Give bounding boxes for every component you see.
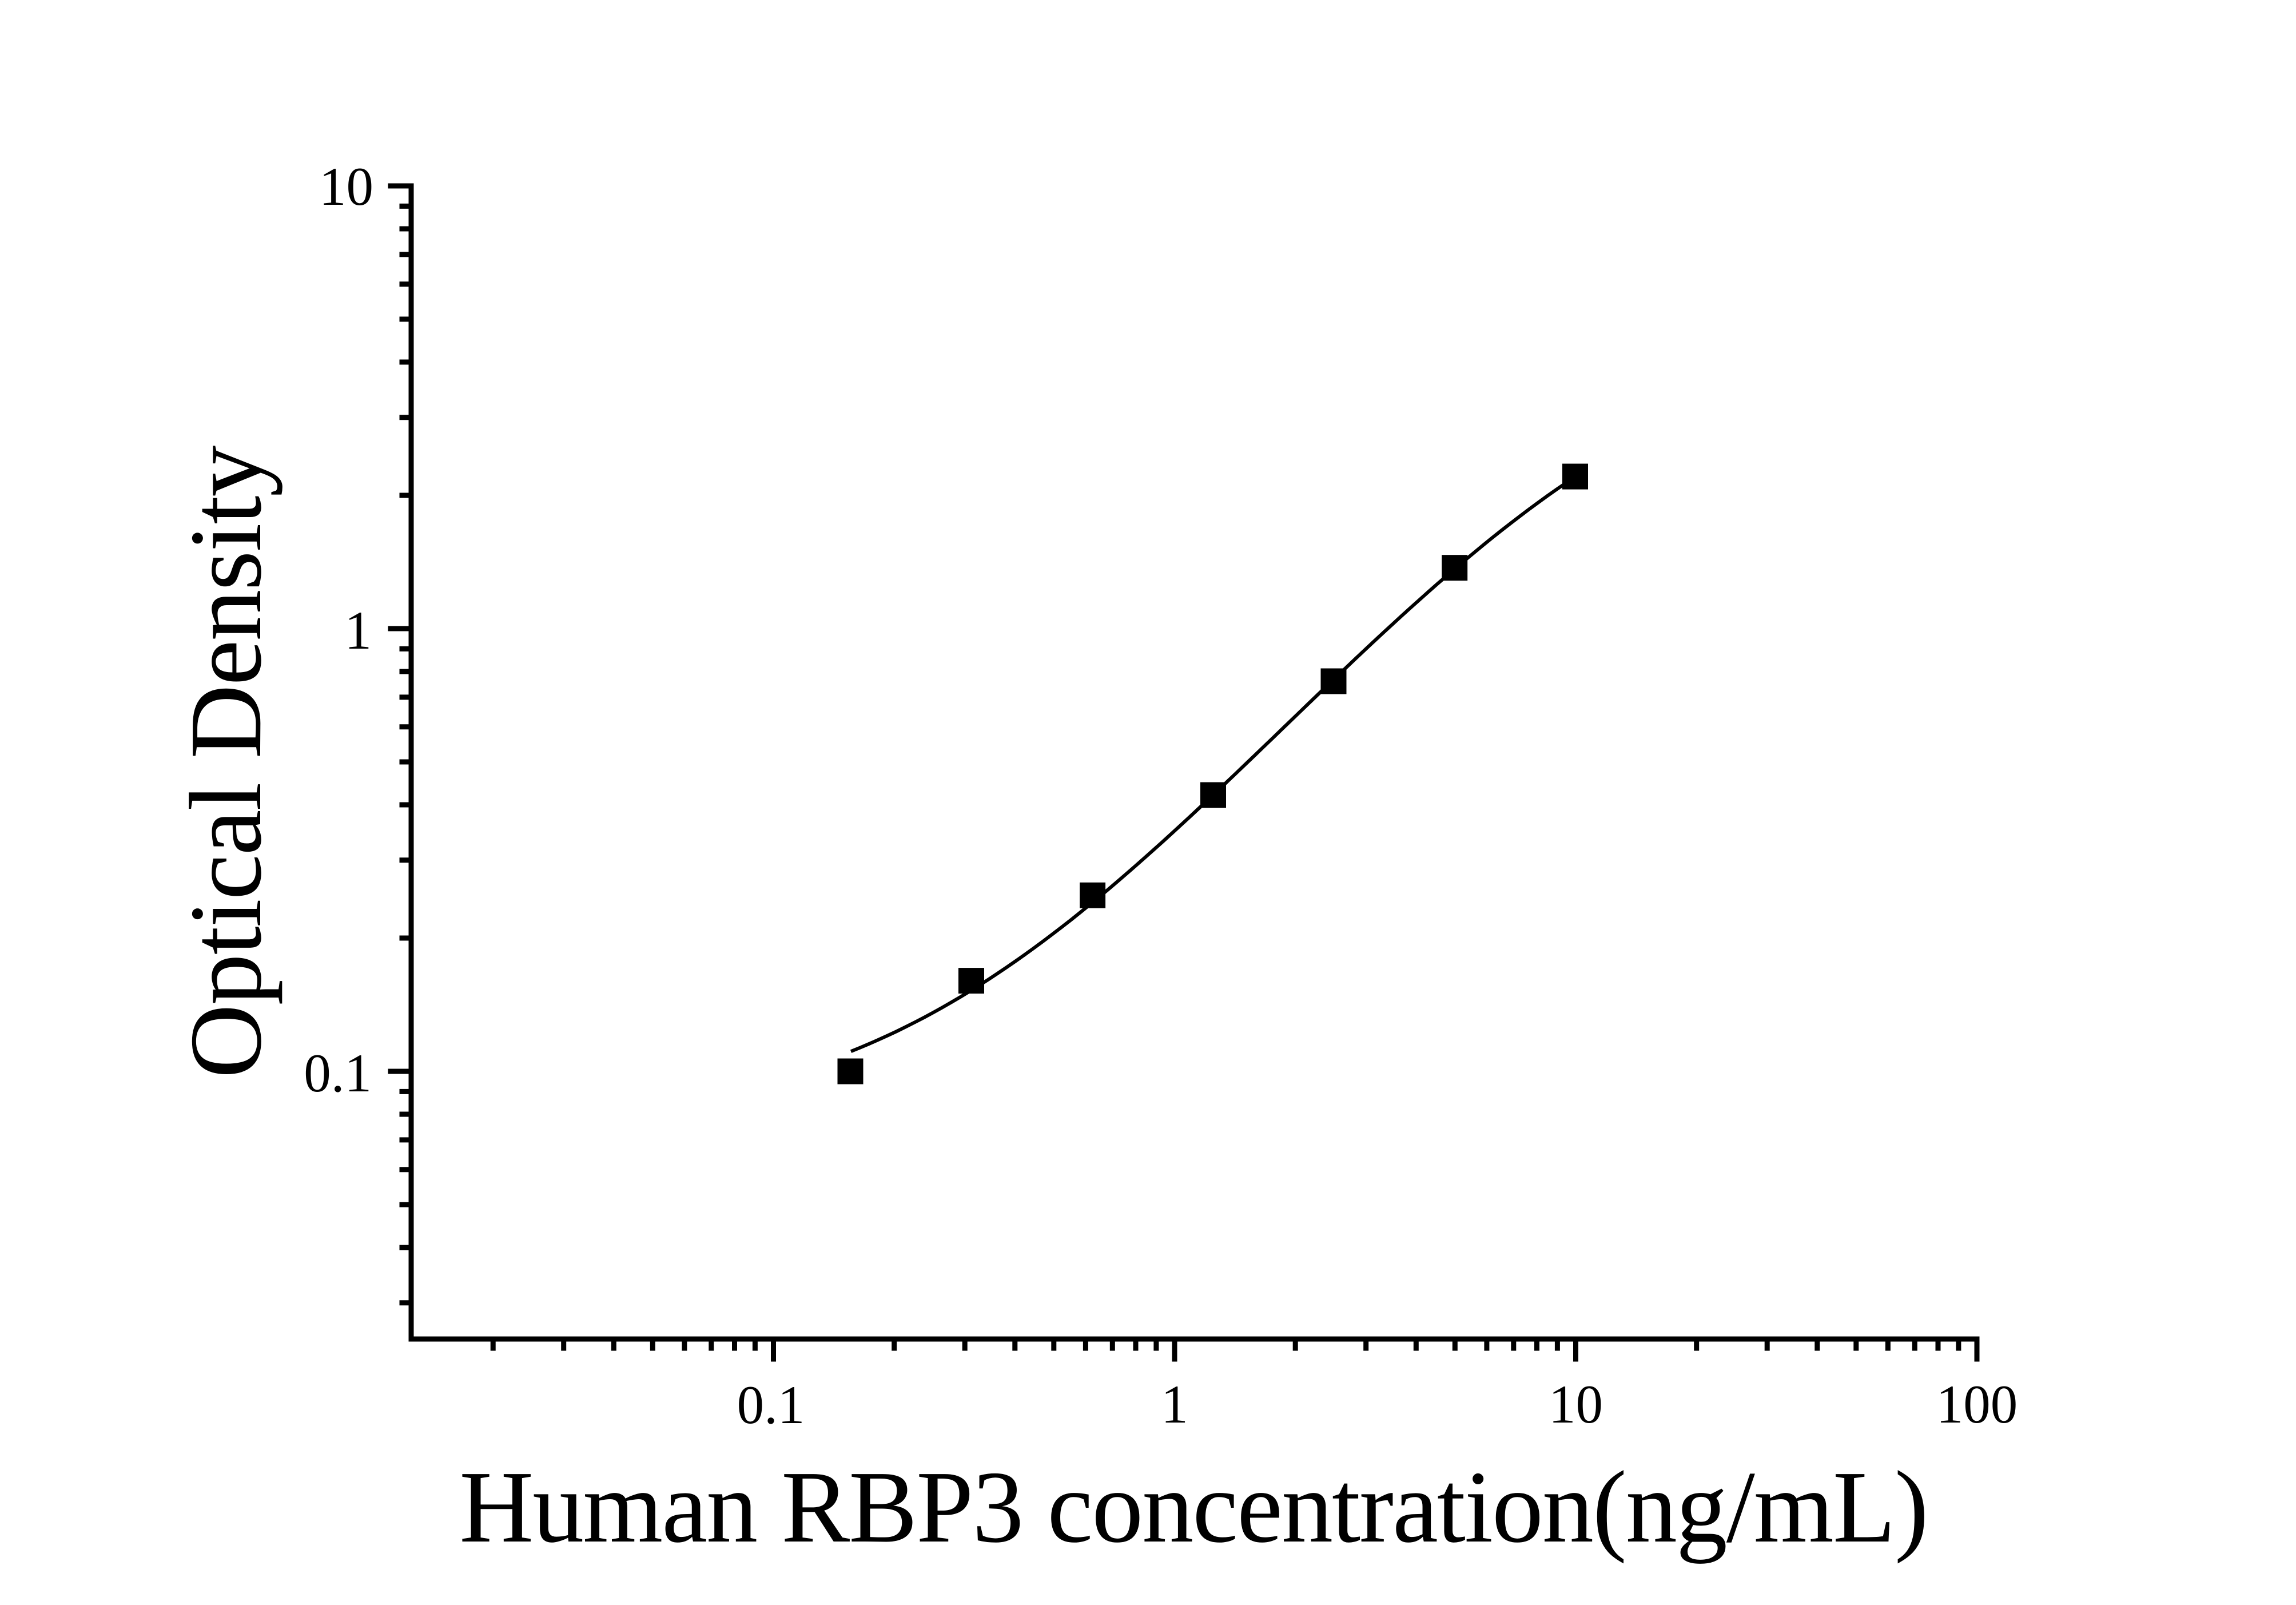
svg-text:1: 1: [1161, 1374, 1188, 1435]
svg-text:0.1: 0.1: [737, 1374, 805, 1435]
svg-text:10: 10: [1549, 1374, 1603, 1435]
svg-text:1: 1: [345, 600, 372, 661]
svg-text:10: 10: [319, 156, 373, 217]
svg-text:Optical Density: Optical Density: [169, 446, 282, 1079]
svg-text:Human RBP3 concentration(ng/mL: Human RBP3 concentration(ng/mL): [459, 1450, 1928, 1564]
svg-text:100: 100: [1936, 1374, 2018, 1435]
svg-text:0.1: 0.1: [304, 1043, 372, 1103]
